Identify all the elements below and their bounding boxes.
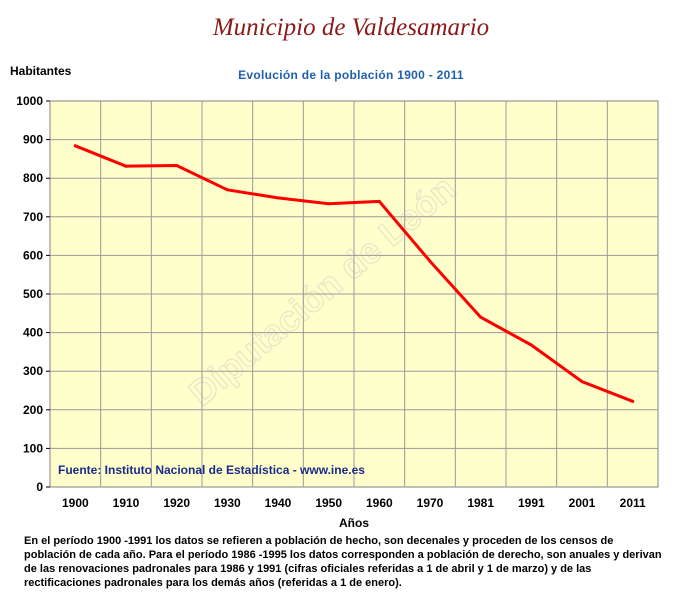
data-point-1900 xyxy=(73,144,77,148)
data-point-1981 xyxy=(479,315,483,319)
y-tick-label: 1000 xyxy=(16,94,43,108)
x-tick-label: 1900 xyxy=(62,496,89,510)
y-tick-label: 700 xyxy=(23,210,43,224)
y-tick-label: 500 xyxy=(23,287,43,301)
x-tick-label: 2001 xyxy=(569,496,596,510)
y-tick-label: 200 xyxy=(23,403,43,417)
x-tick-labels: 1900 1910 1920 1930 1940 1950 1960 1970 1981 1991… xyxy=(62,496,646,510)
y-tick-label: 600 xyxy=(23,248,43,262)
source-note: Fuente: Instituto Nacional de Estadístic… xyxy=(58,463,365,477)
x-tick-label: 1970 xyxy=(417,496,444,510)
y-tick-label: 900 xyxy=(23,133,43,147)
y-tick-labels: 0 100 200 300 400 500 600 700 800 900 1000 xyxy=(16,94,50,494)
x-tick-label: 1950 xyxy=(315,496,342,510)
data-point-1960 xyxy=(377,199,381,203)
grid-lines xyxy=(50,101,658,487)
y-tick-label: 100 xyxy=(23,441,43,455)
data-point-1930 xyxy=(225,188,229,192)
x-tick-label: 1910 xyxy=(113,496,140,510)
x-tick-label: 1960 xyxy=(366,496,393,510)
x-tick-label: 1920 xyxy=(163,496,190,510)
y-tick-label: 0 xyxy=(36,480,43,494)
x-tick-label: 1981 xyxy=(467,496,494,510)
series-line-0 xyxy=(73,144,635,403)
population-line-chart: Diputación de León 010020030040050060070… xyxy=(16,94,659,530)
chart-title: Evolución de la población 1900 - 2011 xyxy=(238,68,464,82)
data-point-1970 xyxy=(428,259,432,263)
x-axis-title: Años xyxy=(339,516,369,530)
page-title: Municipio de Valdesamario xyxy=(212,14,490,41)
footnote: En el período 1900 -1991 los datos se re… xyxy=(24,535,662,589)
data-point-2001 xyxy=(580,380,584,384)
data-point-1910 xyxy=(124,164,128,168)
x-tick-label: 1940 xyxy=(265,496,292,510)
data-point-1940 xyxy=(276,196,280,200)
data-point-1950 xyxy=(327,202,331,206)
y-tick-label: 300 xyxy=(23,364,43,378)
x-tick-label: 2011 xyxy=(620,496,646,510)
data-point-2011 xyxy=(631,399,635,403)
x-tick-label: 1930 xyxy=(214,496,241,510)
y-tick-label: 800 xyxy=(23,171,43,185)
data-point-1920 xyxy=(175,163,179,167)
series-layer xyxy=(73,144,635,403)
y-axis-unit-label: Habitantes xyxy=(10,64,72,78)
x-tick-label: 1991 xyxy=(518,496,545,510)
y-tick-label: 400 xyxy=(23,326,43,340)
data-point-1991 xyxy=(529,343,533,347)
